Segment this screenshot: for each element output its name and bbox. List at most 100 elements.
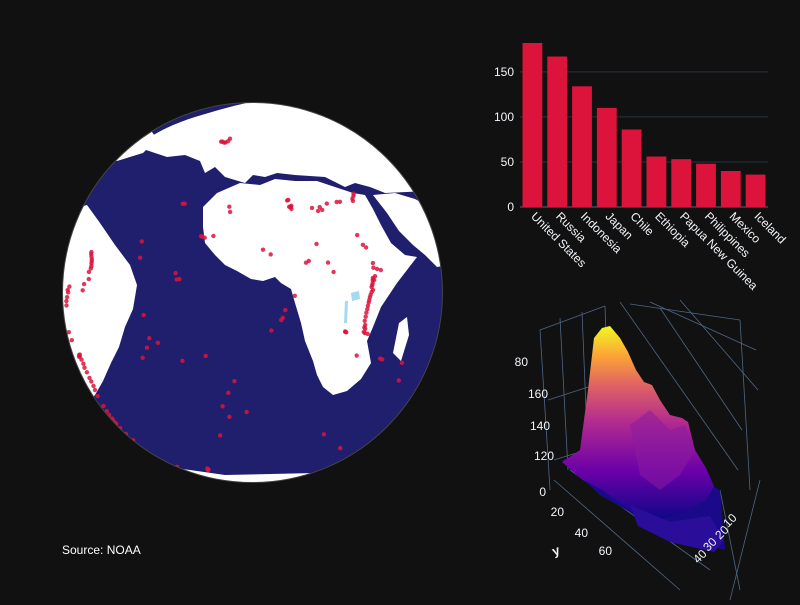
- land-madagascar: [393, 317, 409, 361]
- earthquake-marker: [104, 409, 109, 414]
- bar-y-tick-label: 0: [507, 200, 514, 214]
- earthquake-marker: [137, 255, 143, 260]
- lake-victoria: [351, 291, 360, 301]
- surface-gridline: [559, 317, 569, 471]
- bar-y-tick-label: 50: [501, 155, 515, 169]
- earthquake-marker: [364, 310, 369, 315]
- earthquake-marker: [268, 252, 273, 257]
- earthquake-marker: [309, 205, 315, 211]
- earthquake-marker: [77, 354, 82, 359]
- earthquake-marker: [69, 338, 74, 343]
- globe-map[interactable]: [55, 95, 450, 490]
- earthquake-marker: [144, 345, 150, 350]
- surface-gridline: [619, 301, 739, 471]
- bar-y-tick-label: 150: [494, 65, 514, 79]
- earthquake-marker: [303, 260, 309, 265]
- earthquake-marker: [86, 269, 92, 275]
- surface-gridline: [659, 307, 743, 431]
- earthquake-marker: [232, 379, 237, 384]
- earthquake-marker: [182, 201, 187, 206]
- earthquake-marker: [361, 329, 366, 335]
- earthquake-marker: [140, 355, 145, 360]
- earthquake-marker: [365, 303, 371, 308]
- earthquake-marker: [366, 300, 371, 305]
- earthquake-marker: [338, 445, 343, 451]
- earthquake-marker: [244, 409, 249, 415]
- surface-gridline: [539, 329, 551, 491]
- earthquake-marker: [92, 387, 98, 393]
- earthquake-marker: [292, 293, 297, 298]
- earthquake-marker: [363, 245, 369, 250]
- bar-iceland[interactable]: [745, 174, 766, 207]
- globe-outline: [62, 102, 443, 483]
- surface-gridline: [679, 299, 759, 391]
- earthquake-marker: [378, 267, 383, 273]
- land-antarctica: [145, 463, 385, 483]
- earthquake-marker: [314, 241, 319, 247]
- surface-chart[interactable]: 120 140 160 80 0 20 40 60 10 20 30 40 y: [510, 290, 800, 601]
- source-annotation: Source: NOAA: [62, 543, 141, 557]
- earthquake-marker: [350, 198, 356, 204]
- surface-z-tick-label: 80: [515, 355, 529, 369]
- surface-x-tick-label: 60: [599, 544, 613, 558]
- bar-indonesia[interactable]: [572, 86, 592, 207]
- earthquake-marker: [91, 383, 96, 389]
- surface-gridline: [629, 303, 741, 321]
- earthquake-marker: [380, 357, 385, 362]
- earthquake-marker: [399, 360, 405, 365]
- bar-y-tick-label: 100: [494, 110, 514, 124]
- bar-philippines[interactable]: [696, 163, 716, 208]
- earthquake-marker: [89, 259, 94, 264]
- surface-base: [630, 505, 724, 552]
- bar-papua-new-guinea[interactable]: [671, 159, 692, 207]
- earthquake-marker: [139, 239, 144, 244]
- earthquake-marker: [82, 365, 87, 370]
- globe-svg: [62, 102, 443, 483]
- earthquake-marker: [337, 199, 343, 204]
- earthquake-marker: [211, 233, 216, 239]
- earthquake-marker: [365, 307, 370, 312]
- earthquake-marker: [86, 276, 91, 282]
- earthquake-marker: [324, 201, 329, 206]
- bar-svg: 0 50 100 150 United StatesRussiaIndonesiaJa…: [494, 43, 789, 293]
- earthquake-markers: [64, 136, 405, 473]
- lake-tanganyika: [344, 301, 348, 323]
- earthquake-marker: [351, 191, 356, 196]
- surface-z-tick-label: 160: [528, 387, 548, 401]
- earthquake-marker: [320, 207, 325, 213]
- surface-z-tick-label: 120: [534, 449, 554, 463]
- surface-gridline: [539, 305, 606, 331]
- earthquake-marker: [371, 265, 376, 270]
- bar-ethiopia[interactable]: [646, 156, 667, 208]
- bar-chart[interactable]: 0 50 100 150 United States Russia Indonesia Ja…: [460, 20, 795, 305]
- earthquake-marker: [218, 433, 223, 438]
- earthquake-marker: [315, 208, 321, 214]
- earthquake-marker: [84, 370, 90, 375]
- earthquake-marker: [66, 330, 71, 335]
- bar-mexico[interactable]: [720, 171, 741, 207]
- earthquake-marker: [173, 270, 178, 276]
- earthquake-marker: [287, 204, 292, 209]
- earthquake-marker: [80, 288, 85, 293]
- bar-japan[interactable]: [596, 107, 617, 207]
- bar-chile[interactable]: [621, 129, 642, 208]
- earthquake-marker: [101, 403, 106, 409]
- surface-gridline: [739, 319, 751, 491]
- earthquake-marker: [65, 287, 70, 293]
- earthquake-marker: [180, 358, 185, 363]
- earthquake-marker: [205, 468, 211, 473]
- bar-x-tick-labels: United StatesRussiaIndonesiaJapanChileEt…: [528, 209, 788, 293]
- bar-russia[interactable]: [547, 56, 568, 208]
- earthquake-marker: [354, 353, 359, 358]
- surface-x-tick-label: 0: [539, 485, 546, 499]
- earthquake-marker: [203, 353, 208, 359]
- earthquake-marker: [177, 276, 182, 282]
- earthquake-marker: [95, 393, 100, 399]
- earthquake-marker: [223, 140, 228, 145]
- bar-united-states[interactable]: [522, 43, 543, 207]
- earthquake-marker: [360, 242, 366, 247]
- earthquake-marker: [344, 330, 349, 335]
- earthquake-marker: [141, 312, 146, 318]
- earthquake-marker: [362, 318, 367, 323]
